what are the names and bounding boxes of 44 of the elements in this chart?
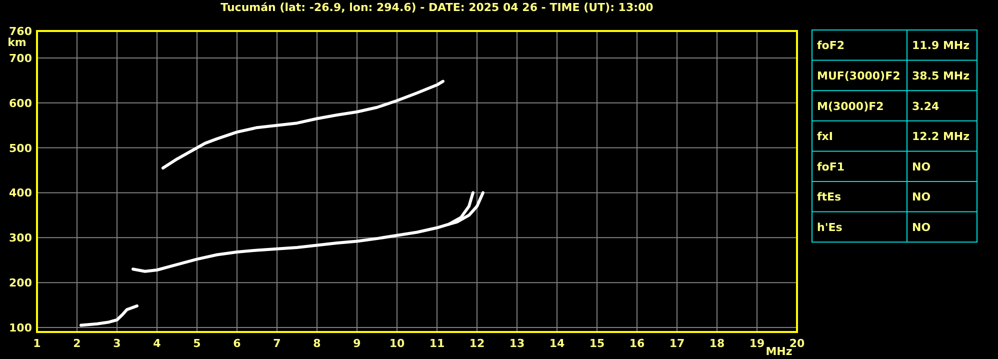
y-tick-label: 100 [9, 322, 32, 335]
x-tick-label: 11 [429, 337, 445, 350]
x-tick-label: 9 [353, 337, 361, 350]
y-tick-label: 200 [9, 276, 32, 290]
y-tick-label: 400 [9, 186, 32, 200]
x-tick-label: 20 [789, 337, 805, 350]
text: NO [912, 220, 931, 234]
y-tick-label: 600 [9, 96, 32, 110]
x-tick-label: 10 [389, 337, 405, 350]
chart-title: Tucumán (lat: -26.9, lon: 294.6) - DATE: 2025 04 26 - TIME (UT): 13:00 [220, 1, 654, 14]
x-tick-label: 19 [749, 337, 765, 350]
x-tick-label: 3 [113, 337, 121, 350]
text: ftEs [817, 190, 842, 204]
y-tick-label: 760 [9, 25, 32, 38]
text: foF2 [817, 39, 845, 52]
text: M(3000)F2 [817, 100, 884, 113]
text: NO [912, 190, 931, 204]
y-axis-title: km [8, 36, 26, 49]
x-tick-label: 4 [153, 337, 162, 350]
x-tick-label: 18 [709, 337, 725, 350]
x-tick-label: 15 [589, 337, 605, 350]
y-tick-label: 300 [9, 232, 32, 245]
y-tick-label: 500 [9, 142, 32, 155]
text: 12.2 MHz [912, 130, 970, 144]
x-tick-label: 2 [73, 337, 81, 350]
x-tick-label: 5 [193, 337, 201, 350]
x-tick-label: 7 [273, 337, 281, 350]
text: fxI [817, 130, 833, 144]
x-tick-label: 8 [313, 337, 321, 350]
x-tick-label: 13 [509, 337, 525, 350]
x-tick-label: 12 [469, 337, 485, 350]
text: 11.9 MHz [912, 39, 970, 52]
x-tick-label: 6 [233, 337, 242, 350]
x-tick-label: 16 [629, 337, 645, 350]
x-tick-label: 1 [33, 337, 41, 350]
text: NO [912, 160, 931, 174]
x-tick-label: 14 [549, 337, 565, 350]
text: MUF(3000)F2 [817, 69, 900, 82]
text: foF1 [817, 160, 845, 174]
y-tick-label: 700 [9, 52, 32, 65]
text: 38.5 MHz [912, 69, 970, 82]
x-tick-label: 17 [669, 337, 685, 350]
text: h'Es [817, 220, 843, 234]
text: 3.24 [912, 100, 940, 113]
